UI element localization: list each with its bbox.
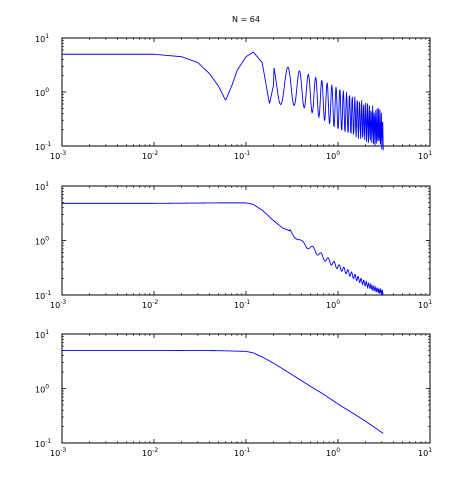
x-tick-label: 10-3 xyxy=(50,299,66,310)
series-line-1 xyxy=(62,51,384,151)
x-tick-label: 100 xyxy=(326,447,340,458)
series-line-2 xyxy=(62,202,384,296)
x-tick-label: 101 xyxy=(418,447,432,458)
x-tick-label: 101 xyxy=(418,299,432,310)
x-tick-label: 10-2 xyxy=(142,150,158,161)
y-tick-label: 101 xyxy=(35,181,49,192)
x-tick-label: 10-2 xyxy=(142,299,158,310)
y-tick-label: 10-1 xyxy=(35,290,51,301)
y-tick-label: 10-1 xyxy=(35,438,51,449)
x-tick-label: 10-1 xyxy=(234,150,250,161)
x-tick-label: 10-2 xyxy=(142,447,158,458)
chart-panel-2: 10-3 10-2 10-1 100 101 10-1 100 101 xyxy=(35,181,432,310)
x-tick-label: 10-1 xyxy=(234,299,250,310)
y-tick-label: 100 xyxy=(35,384,49,395)
x-tick-label: 10-1 xyxy=(234,447,250,458)
y-tick-label: 100 xyxy=(35,236,49,247)
chart-panel-1: 10-3 10-2 10-1 100 101 10-1 100 101 xyxy=(35,33,432,161)
chart-panel-3: 10-3 10-2 10-1 100 101 10-1 100 101 xyxy=(35,329,432,458)
x-tick-label: 100 xyxy=(326,299,340,310)
plot-frame xyxy=(61,185,431,296)
series-line-3 xyxy=(62,349,384,434)
y-tick-label: 100 xyxy=(35,87,49,98)
x-tick-label: 101 xyxy=(418,150,432,161)
x-tick-label: 10-3 xyxy=(50,150,66,161)
y-tick-label: 101 xyxy=(35,329,49,340)
y-tick-label: 10-1 xyxy=(35,141,51,152)
x-tick-label: 100 xyxy=(326,150,340,161)
figure-title: N = 64 xyxy=(232,15,260,24)
y-tick-label: 101 xyxy=(35,33,49,44)
x-tick-label: 10-3 xyxy=(50,447,66,458)
